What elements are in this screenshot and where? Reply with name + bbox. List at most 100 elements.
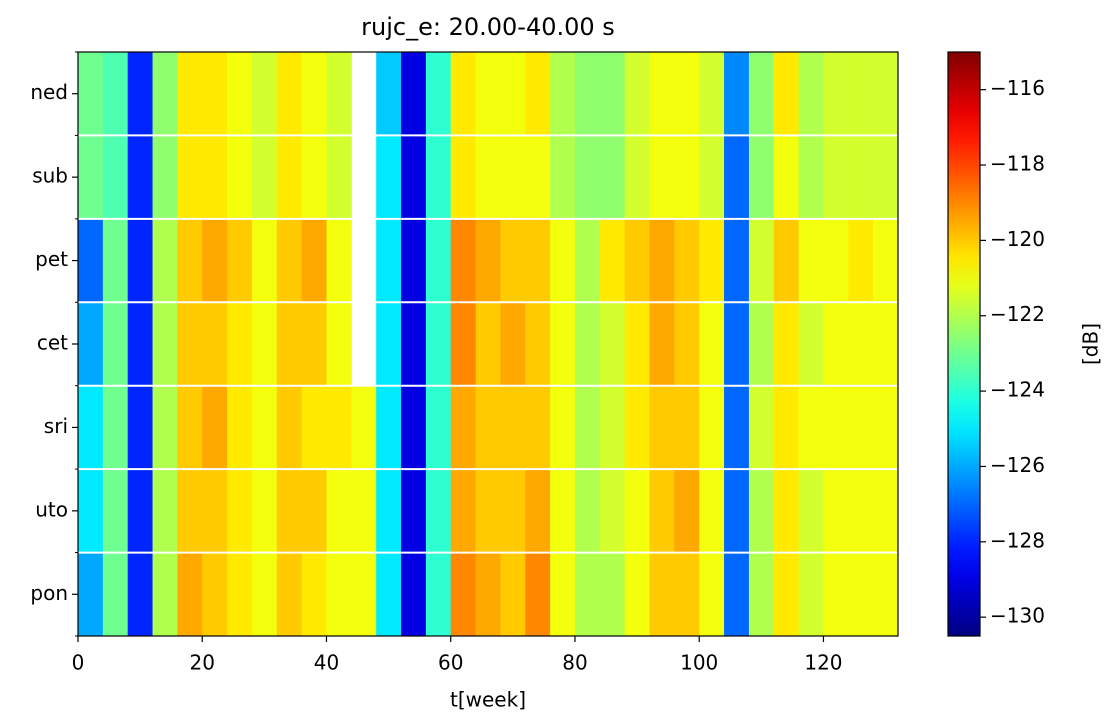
heatmap-cell	[251, 52, 278, 136]
heatmap-cell	[202, 302, 228, 387]
heatmap-cell	[251, 552, 278, 637]
heatmap-cell	[227, 385, 253, 470]
heatmap-cell	[351, 552, 377, 637]
heatmap-cell	[574, 552, 601, 637]
heatmap-cell	[724, 302, 750, 387]
heatmap-cell	[525, 218, 551, 303]
heatmap-cell	[773, 385, 800, 470]
heatmap-cell	[450, 218, 477, 303]
heatmap-cell	[773, 52, 800, 136]
heatmap-cell	[773, 302, 800, 387]
heatmap-cell	[475, 552, 501, 637]
heatmap-cell	[376, 302, 402, 387]
heatmap-cell	[102, 135, 129, 220]
heatmap-cell	[177, 302, 203, 387]
heatmap-cell	[376, 469, 402, 554]
heatmap-cell	[450, 385, 477, 470]
heatmap-cell	[823, 135, 849, 220]
x-tick-label: 80	[562, 651, 587, 675]
heatmap-cell	[78, 385, 104, 470]
heatmap-cell	[848, 302, 874, 387]
heatmap-cell	[177, 469, 203, 554]
heatmap-cell	[177, 135, 203, 220]
y-tick-label: sri	[44, 414, 68, 438]
heatmap-cell	[823, 302, 849, 387]
heatmap-cell	[326, 469, 352, 554]
heatmap-cell	[798, 135, 824, 220]
heatmap-cell	[873, 469, 899, 554]
heatmap-cell	[674, 302, 700, 387]
heatmap-cell	[425, 552, 452, 637]
heatmap-cell	[425, 218, 452, 303]
heatmap-cell	[873, 385, 899, 470]
heatmap-cell	[550, 218, 576, 303]
y-tick-label: ned	[30, 80, 68, 104]
heatmap-cell	[649, 552, 675, 637]
heatmap-cell	[376, 218, 402, 303]
heatmap-cell	[873, 135, 899, 220]
heatmap-cell	[301, 135, 327, 220]
colorbar-label: [dB]	[1079, 323, 1103, 365]
heatmap-cell	[525, 135, 551, 220]
heatmap-cell	[475, 218, 501, 303]
heatmap-cell	[227, 302, 253, 387]
heatmap-cell	[798, 385, 824, 470]
heatmap-cell	[227, 218, 253, 303]
heatmap-cell	[401, 385, 427, 470]
heatmap-cell	[276, 302, 303, 387]
heatmap-cell	[401, 552, 427, 637]
heatmap-cell	[748, 302, 775, 387]
heatmap-cell	[202, 385, 228, 470]
heatmap-cell	[276, 218, 303, 303]
heatmap-cell	[649, 218, 675, 303]
heatmap-cell	[326, 302, 352, 387]
heatmap-cell	[624, 302, 651, 387]
heatmap-cell	[425, 135, 452, 220]
heatmap-cell	[798, 52, 824, 136]
heatmap-cell	[401, 302, 427, 387]
heatmap-cell	[599, 52, 626, 136]
heatmap-cell	[475, 469, 501, 554]
heatmap-cell	[127, 302, 154, 387]
heatmap-cell	[177, 385, 203, 470]
heatmap-cell	[152, 135, 178, 220]
heatmap-cell	[699, 135, 725, 220]
heatmap-cell	[599, 135, 626, 220]
heatmap-cell	[425, 52, 452, 136]
heatmap-cell	[351, 385, 377, 470]
heatmap-cell	[624, 385, 651, 470]
heatmap-cell	[500, 135, 526, 220]
heatmap-cell	[78, 52, 104, 136]
heatmap-cell	[401, 469, 427, 554]
heatmap-cell	[699, 469, 725, 554]
heatmap-cell	[550, 552, 576, 637]
colorbar-tick-label: −116	[990, 76, 1045, 100]
heatmap-cell	[326, 552, 352, 637]
heatmap-cell	[351, 469, 377, 554]
heatmap-cell	[624, 218, 651, 303]
heatmap-cell	[78, 302, 104, 387]
heatmap-cell	[301, 552, 327, 637]
heatmap-cell	[748, 385, 775, 470]
x-tick-label: 40	[314, 651, 339, 675]
heatmap-cell	[873, 52, 899, 136]
y-tick-label: pon	[30, 581, 68, 605]
heatmap-cell	[202, 552, 228, 637]
heatmap-cell	[798, 552, 824, 637]
heatmap-cell	[748, 469, 775, 554]
heatmap-cell	[127, 552, 154, 637]
heatmap-cell	[152, 302, 178, 387]
heatmap-cell	[550, 385, 576, 470]
heatmap-cell	[724, 218, 750, 303]
y-tick-label: uto	[35, 497, 68, 521]
heatmap-cell	[276, 469, 303, 554]
heatmap-cell	[699, 385, 725, 470]
x-tick-label: 120	[804, 651, 842, 675]
heatmap-cell	[251, 302, 278, 387]
heatmap-cell	[848, 552, 874, 637]
heatmap-cell	[500, 552, 526, 637]
heatmap-cell	[599, 302, 626, 387]
colorbar-tick-label: −122	[990, 302, 1045, 326]
heatmap-cell	[177, 552, 203, 637]
